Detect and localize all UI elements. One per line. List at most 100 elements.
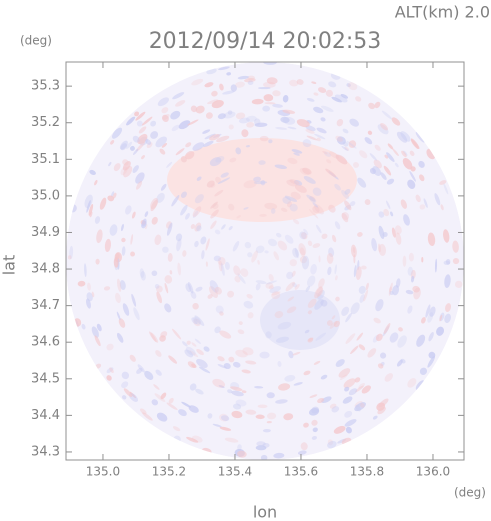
speckle [341, 189, 350, 200]
speckle [286, 271, 294, 280]
speckle [110, 191, 115, 197]
y-tick-label: 35.1 [31, 152, 60, 167]
speckle [255, 414, 265, 420]
speckle [217, 257, 226, 266]
speckle [166, 222, 173, 236]
speckle [396, 131, 408, 143]
plot-frame [65, 61, 465, 461]
speckle [308, 209, 319, 219]
speckle [218, 385, 225, 388]
speckle [132, 135, 140, 143]
speckle [428, 331, 434, 342]
speckle [259, 351, 270, 359]
speckle [202, 129, 211, 134]
speckle [397, 335, 407, 348]
speckle [286, 201, 292, 208]
speckle [218, 260, 223, 272]
speckle [246, 121, 255, 128]
speckle [302, 139, 312, 148]
speckle [121, 237, 126, 243]
speckle [345, 312, 352, 323]
speckle [137, 133, 148, 145]
speckle [342, 141, 349, 147]
speckle [312, 205, 320, 214]
speckle [245, 360, 257, 365]
speckle [172, 328, 182, 340]
speckle [371, 237, 378, 252]
speckle [327, 439, 334, 446]
speckle [106, 367, 114, 374]
speckle [164, 275, 173, 284]
speckle [364, 199, 371, 206]
x-tick-label: 135.4 [218, 465, 252, 479]
speckle [198, 366, 211, 374]
speckle [287, 157, 298, 165]
speckle [409, 170, 416, 182]
speckle [157, 97, 169, 107]
speckle [214, 229, 221, 235]
speckle [201, 250, 205, 260]
speckle [119, 280, 126, 290]
speckle [401, 150, 407, 158]
speckle [155, 136, 167, 148]
speckle [287, 296, 295, 302]
y-axis-label: lat [0, 255, 19, 276]
speckle [263, 94, 274, 102]
speckle [217, 364, 228, 369]
speckle [378, 211, 385, 218]
speckle [168, 355, 178, 364]
speckle [112, 192, 117, 199]
speckle [380, 352, 387, 359]
speckle [237, 450, 247, 458]
speckle [374, 144, 381, 151]
speckle [419, 174, 425, 182]
speckle [191, 342, 197, 347]
speckle [120, 143, 127, 151]
speckle [230, 84, 237, 92]
speckle [320, 374, 328, 380]
speckle [405, 289, 414, 295]
speckle [84, 194, 93, 209]
speckle [427, 232, 436, 247]
speckle [180, 204, 188, 216]
speckle [245, 409, 257, 415]
speckle [398, 327, 403, 332]
speckle [300, 442, 308, 451]
speckle [335, 359, 345, 367]
speckle [235, 112, 246, 120]
speckle [210, 220, 217, 230]
speckle [445, 258, 451, 265]
speckle [155, 350, 162, 357]
speckle [161, 143, 168, 148]
speckle [272, 90, 281, 97]
speckle [232, 361, 241, 368]
speckle [161, 107, 169, 114]
speckle [228, 226, 233, 231]
speckle [192, 142, 205, 151]
speckle [178, 409, 187, 417]
speckle [444, 274, 451, 289]
speckle [260, 454, 268, 460]
speckle [235, 349, 248, 358]
speckle [410, 139, 419, 149]
speckle [305, 285, 311, 292]
speckle [191, 78, 204, 86]
speckle [245, 115, 257, 122]
speckle [407, 266, 413, 276]
speckle [373, 159, 382, 169]
speckle [292, 351, 301, 356]
speckle [301, 255, 310, 270]
speckle [283, 413, 294, 421]
speckle [137, 364, 145, 373]
speckle [139, 268, 145, 278]
speckle [116, 332, 124, 343]
speckle [189, 383, 197, 391]
speckle [264, 250, 269, 254]
speckle [178, 120, 191, 130]
y-tick-label: 34.7 [31, 298, 60, 313]
speckle [410, 275, 415, 283]
speckle [264, 202, 278, 210]
speckle [413, 287, 421, 300]
speckle [416, 334, 426, 347]
speckle [132, 165, 139, 173]
